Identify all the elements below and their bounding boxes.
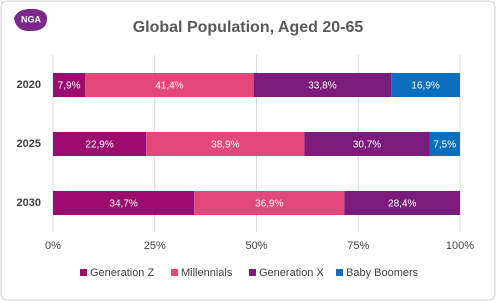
data-label: 36,9%	[255, 199, 283, 210]
data-label: 16,9%	[411, 81, 439, 92]
data-label: 38,9%	[211, 140, 239, 151]
y-tick-label: 2025	[17, 138, 41, 150]
bar-segment	[391, 73, 460, 97]
bar-segment	[344, 191, 460, 215]
legend-label: Generation Z	[90, 267, 154, 279]
data-label: 30,7%	[353, 140, 381, 151]
x-tick-label: 25%	[144, 240, 166, 252]
bar-segment	[429, 132, 460, 156]
bar-segment	[53, 191, 195, 215]
y-tick-label: 2030	[17, 197, 41, 209]
legend-swatch	[336, 269, 343, 276]
bar-segment	[253, 73, 392, 97]
legend-label: Generation X	[259, 267, 324, 279]
bar-segment	[194, 191, 345, 215]
data-label: 22,9%	[85, 140, 113, 151]
bar-segment	[53, 132, 147, 156]
data-label: 7,9%	[58, 81, 81, 92]
bar-segment	[85, 73, 254, 97]
data-label: 28,4%	[388, 199, 416, 210]
data-label: 33,8%	[308, 81, 336, 92]
chart-title: Global Population, Aged 20-65	[133, 19, 364, 36]
logo-text: NGA	[21, 14, 42, 24]
x-tick-label: 50%	[245, 240, 267, 252]
logo-shape	[14, 8, 48, 32]
x-tick-label: 100%	[446, 240, 474, 252]
legend-swatch	[80, 269, 87, 276]
bar-segment	[146, 132, 305, 156]
bar-segment	[53, 73, 86, 97]
legend-swatch	[249, 269, 256, 276]
x-tick-label: 0%	[45, 240, 61, 252]
x-tick-label: 75%	[347, 240, 369, 252]
legend-swatch	[171, 269, 178, 276]
data-label: 34,7%	[109, 199, 137, 210]
legend-label: Baby Boomers	[346, 267, 419, 279]
data-label: 41,4%	[155, 81, 183, 92]
bar-segment	[304, 132, 430, 156]
y-tick-label: 2020	[17, 79, 41, 91]
data-label: 7,5%	[433, 140, 456, 151]
legend-label: Millennials	[181, 267, 233, 279]
